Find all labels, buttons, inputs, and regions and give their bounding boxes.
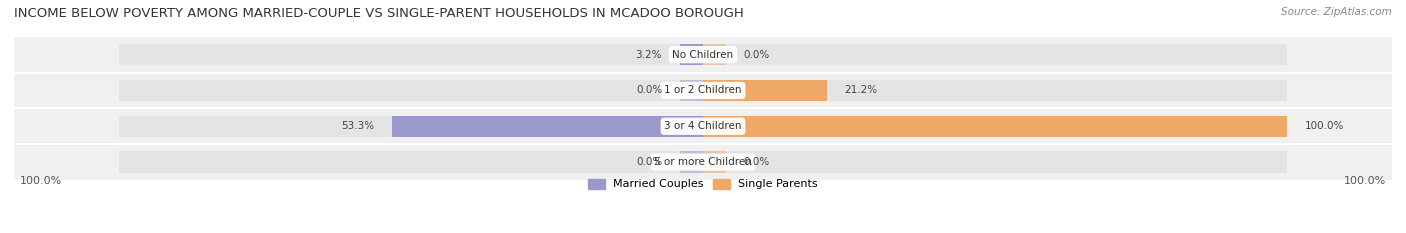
Text: 100.0%: 100.0% <box>20 176 62 186</box>
Text: Source: ZipAtlas.com: Source: ZipAtlas.com <box>1281 7 1392 17</box>
Text: 3.2%: 3.2% <box>636 50 662 60</box>
Text: 0.0%: 0.0% <box>636 157 662 167</box>
Bar <box>14 37 1392 72</box>
Bar <box>14 72 1392 108</box>
Bar <box>679 80 703 101</box>
Bar <box>120 80 703 101</box>
Text: 5 or more Children: 5 or more Children <box>654 157 752 167</box>
Text: 100.0%: 100.0% <box>1344 176 1386 186</box>
Bar <box>703 116 1286 137</box>
Bar <box>703 44 727 65</box>
Text: 0.0%: 0.0% <box>744 50 770 60</box>
Bar <box>679 44 703 65</box>
Bar <box>14 144 1392 180</box>
Bar <box>120 44 703 65</box>
Bar <box>679 151 703 173</box>
Bar <box>703 44 1286 65</box>
Bar <box>703 151 727 173</box>
Text: 53.3%: 53.3% <box>342 121 374 131</box>
Text: 3 or 4 Children: 3 or 4 Children <box>664 121 742 131</box>
Text: 100.0%: 100.0% <box>1305 121 1344 131</box>
Bar <box>703 80 827 101</box>
Text: INCOME BELOW POVERTY AMONG MARRIED-COUPLE VS SINGLE-PARENT HOUSEHOLDS IN MCADOO : INCOME BELOW POVERTY AMONG MARRIED-COUPL… <box>14 7 744 20</box>
Bar <box>120 116 703 137</box>
Bar <box>14 108 1392 144</box>
Text: 1 or 2 Children: 1 or 2 Children <box>664 86 742 96</box>
Bar <box>703 116 1286 137</box>
Text: 0.0%: 0.0% <box>636 86 662 96</box>
Bar <box>703 151 1286 173</box>
Bar <box>703 80 1286 101</box>
Text: 0.0%: 0.0% <box>744 157 770 167</box>
Text: No Children: No Children <box>672 50 734 60</box>
Bar <box>392 116 703 137</box>
Legend: Married Couples, Single Parents: Married Couples, Single Parents <box>583 174 823 194</box>
Text: 21.2%: 21.2% <box>844 86 877 96</box>
Bar <box>120 151 703 173</box>
